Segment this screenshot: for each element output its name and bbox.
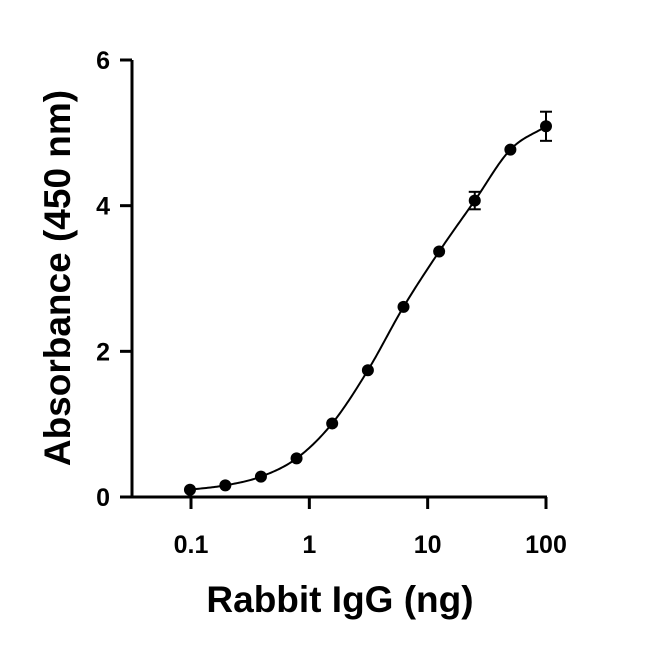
- y-tick-label: 2: [96, 338, 110, 366]
- x-axis-title: Rabbit IgG (ng): [206, 579, 473, 620]
- data-point: [183, 483, 196, 496]
- x-tick-label: 0.1: [174, 531, 209, 559]
- y-axis-title: Absorbance (450 nm): [37, 90, 78, 466]
- data-point: [433, 245, 446, 258]
- data-point: [254, 470, 267, 483]
- x-tick-label: 100: [525, 531, 567, 559]
- data-point: [326, 417, 339, 430]
- data-point: [397, 300, 410, 313]
- y-tick-label: 4: [96, 193, 110, 221]
- data-point: [361, 364, 374, 377]
- x-tick-label: 10: [414, 531, 442, 559]
- data-point: [219, 479, 232, 492]
- error-bars: [468, 110, 552, 211]
- axes: [130, 60, 547, 499]
- x-ticks: 0.1 1 10 100: [174, 497, 567, 559]
- y-tick-label: 0: [96, 484, 110, 512]
- y-ticks: 0 2 4 6: [96, 47, 132, 512]
- fit-curve: [189, 125, 547, 491]
- data-points: [183, 120, 552, 496]
- data-point: [468, 194, 481, 207]
- data-point: [540, 120, 552, 133]
- data-point: [504, 143, 517, 156]
- data-point: [290, 452, 303, 465]
- y-tick-label: 6: [96, 47, 110, 75]
- x-tick-label: 1: [302, 531, 316, 559]
